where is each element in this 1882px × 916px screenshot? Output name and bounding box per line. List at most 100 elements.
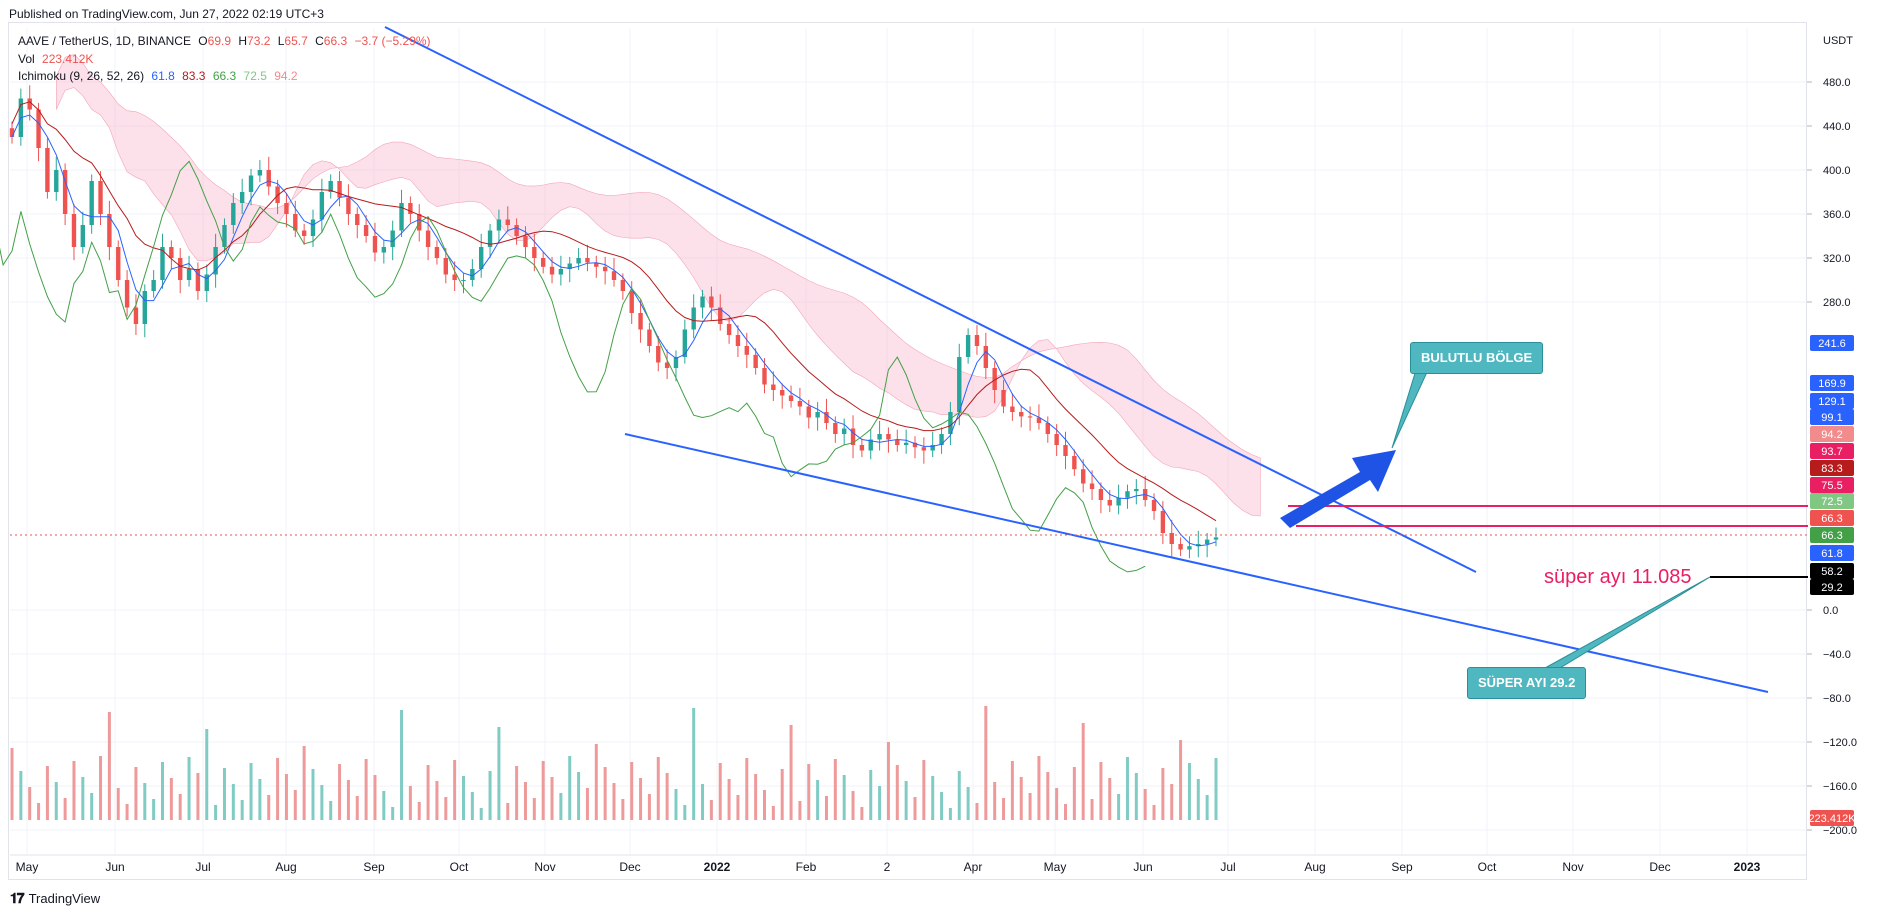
price-axis[interactable]: USDT 480.0 440.0 400.0 360.0 320.0 280.0 0.0 −40…	[1807, 35, 1857, 837]
time-tick-label: Dec	[619, 860, 640, 874]
candle-body	[213, 247, 218, 275]
chikou-line	[0, 160, 1146, 573]
super-ayi-note[interactable]: süper ayı 11.085	[1544, 566, 1692, 588]
volume-bar	[940, 792, 944, 820]
volume-bar	[205, 729, 209, 820]
candles	[9, 85, 1219, 559]
candle-body	[558, 269, 564, 275]
candle-body	[841, 428, 847, 434]
time-axis[interactable]: May Jun Jul Aug Sep Oct Nov Dec 2022 Feb 2 Apr May Ju…	[10, 854, 1806, 874]
candle-body	[1027, 416, 1033, 418]
volume-bar	[993, 782, 997, 820]
volume-bar	[966, 787, 970, 820]
candle-body	[718, 307, 723, 324]
price-tick-label: −80.0	[1823, 693, 1851, 705]
candle-body	[71, 214, 77, 247]
ichimoku-lagging: 66.3	[212, 69, 237, 83]
time-tick-label: 2023	[1734, 860, 1761, 874]
candle-body	[1196, 544, 1201, 547]
volume-bar	[28, 787, 32, 820]
callout-bulutlu-bolge[interactable]: BULUTLU BÖLGE	[1410, 342, 1544, 374]
candle-body	[726, 324, 732, 335]
volume-bar	[948, 808, 952, 820]
volume-bar	[1072, 767, 1076, 820]
price-label-text: 129.1	[1818, 396, 1846, 408]
candle-body	[248, 175, 254, 192]
volume-bar	[541, 761, 545, 820]
price-label-box	[1810, 426, 1854, 442]
candle-body	[833, 423, 838, 434]
volume-bar	[1196, 779, 1200, 820]
candle-body	[133, 307, 139, 324]
volume-bar	[143, 783, 147, 820]
footer-brand[interactable]: 𝟏𝟕 TradingView	[10, 890, 100, 907]
candle-body	[1151, 500, 1157, 511]
published-caption: Published on TradingView.com, Jun 27, 20…	[9, 7, 324, 21]
candle-body	[399, 203, 404, 231]
price-label-box	[1810, 510, 1854, 526]
volume-bar	[1143, 789, 1147, 820]
candle-body	[948, 412, 953, 434]
candle-body	[549, 266, 555, 275]
candle-body	[594, 262, 599, 267]
volume-bar	[692, 708, 696, 820]
volume-bar	[408, 786, 412, 820]
volume-bar	[99, 756, 103, 820]
candle-body	[965, 335, 971, 357]
candle-body	[1107, 500, 1112, 506]
candle-body	[116, 247, 121, 280]
candle-body	[797, 401, 803, 407]
candle-body	[629, 291, 634, 313]
kijun-line	[11, 101, 1217, 522]
candle-body	[328, 181, 333, 192]
volume-bar	[302, 746, 306, 820]
upper-trendline[interactable]	[384, 26, 1477, 573]
candle-body	[656, 346, 661, 363]
drawings[interactable]	[10, 26, 1808, 693]
volume-bar	[523, 782, 527, 820]
volume-bar	[470, 792, 474, 820]
high-label: H	[238, 34, 248, 48]
volume-bar	[568, 756, 572, 820]
volume-bar	[718, 763, 722, 820]
candle-body	[479, 247, 484, 269]
volume-bar	[665, 773, 669, 820]
volume-bar	[240, 800, 244, 820]
time-tick-label: Sep	[1391, 860, 1413, 874]
chart-frame[interactable]	[8, 22, 1807, 880]
candle-body	[239, 192, 245, 203]
volume-bar	[621, 799, 625, 820]
volume-bar	[957, 771, 961, 820]
candle-body	[169, 247, 174, 258]
candle-body	[408, 203, 413, 214]
candle-body	[1187, 546, 1192, 550]
volume-bar	[435, 781, 439, 820]
ichimoku-lead-b: 94.2	[274, 69, 298, 83]
ichimoku-lines	[0, 101, 1217, 573]
candle-body	[257, 170, 263, 176]
volume-bar	[559, 793, 563, 820]
volume-bar	[196, 773, 200, 820]
candle-body	[753, 354, 758, 368]
candle-body	[700, 296, 705, 308]
candle-body	[895, 439, 900, 445]
volume-bar	[816, 780, 820, 820]
time-tick-label: Dec	[1649, 860, 1670, 874]
time-tick-label: May	[1044, 860, 1067, 874]
candle-body	[514, 225, 519, 236]
volume-bar	[293, 790, 297, 820]
breakout-arrow[interactable]	[1280, 450, 1396, 528]
candle-body	[682, 329, 688, 357]
volume-bar	[231, 784, 235, 820]
lower-trendline[interactable]	[624, 433, 1769, 693]
volume-bar	[444, 797, 448, 820]
candle-body	[567, 263, 572, 269]
candle-body	[337, 181, 342, 198]
footer-brand-label: TradingView	[28, 891, 101, 906]
candle-body	[602, 266, 608, 272]
volume-bar	[1117, 794, 1121, 820]
price-label-text: 29.2	[1821, 582, 1842, 594]
volume-bar	[771, 806, 775, 820]
callout-super-ayi[interactable]: SÜPER AYI 29.2	[1467, 667, 1587, 699]
